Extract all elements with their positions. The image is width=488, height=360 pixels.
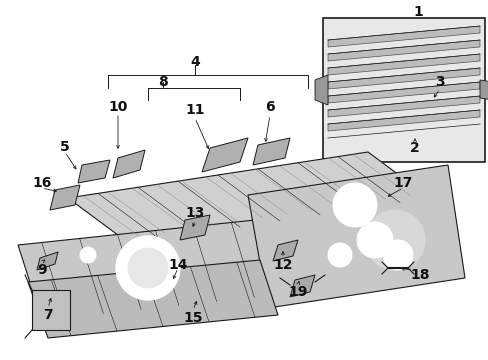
Polygon shape — [327, 110, 479, 131]
Bar — [323, 18, 484, 162]
Polygon shape — [247, 165, 464, 308]
Circle shape — [116, 236, 180, 300]
Text: 18: 18 — [409, 268, 429, 282]
Text: 7: 7 — [43, 308, 53, 322]
Polygon shape — [78, 160, 110, 183]
Polygon shape — [479, 80, 488, 100]
Circle shape — [332, 183, 376, 227]
Text: 15: 15 — [183, 311, 203, 325]
Text: 12: 12 — [273, 258, 292, 272]
Text: 19: 19 — [288, 285, 307, 299]
Text: 8: 8 — [158, 75, 167, 89]
Polygon shape — [18, 220, 278, 320]
Polygon shape — [327, 26, 479, 47]
Polygon shape — [314, 75, 327, 105]
Polygon shape — [180, 215, 209, 240]
Polygon shape — [272, 240, 297, 261]
Text: 16: 16 — [32, 176, 52, 190]
Circle shape — [382, 240, 412, 270]
Text: 13: 13 — [185, 206, 204, 220]
Polygon shape — [28, 260, 278, 338]
Polygon shape — [202, 138, 247, 172]
Text: 11: 11 — [185, 103, 204, 117]
Circle shape — [128, 248, 168, 288]
Polygon shape — [327, 40, 479, 61]
Bar — [32, 290, 70, 330]
Circle shape — [327, 243, 351, 267]
Polygon shape — [68, 152, 429, 244]
Circle shape — [356, 222, 392, 258]
Text: 9: 9 — [37, 263, 47, 277]
Text: 14: 14 — [168, 258, 187, 272]
Text: 3: 3 — [434, 75, 444, 89]
Circle shape — [364, 210, 424, 270]
Polygon shape — [37, 252, 58, 270]
Text: 17: 17 — [392, 176, 412, 190]
Circle shape — [80, 247, 96, 263]
Polygon shape — [50, 185, 80, 210]
Text: 6: 6 — [264, 100, 274, 114]
Polygon shape — [327, 54, 479, 75]
Text: 10: 10 — [108, 100, 127, 114]
Polygon shape — [289, 275, 314, 297]
Polygon shape — [327, 82, 479, 103]
Polygon shape — [327, 96, 479, 117]
Polygon shape — [252, 138, 289, 165]
Polygon shape — [113, 150, 145, 178]
Polygon shape — [327, 68, 479, 89]
Text: 5: 5 — [60, 140, 70, 154]
Text: 2: 2 — [409, 141, 419, 155]
Text: 4: 4 — [190, 55, 200, 69]
Text: 1: 1 — [412, 5, 422, 19]
